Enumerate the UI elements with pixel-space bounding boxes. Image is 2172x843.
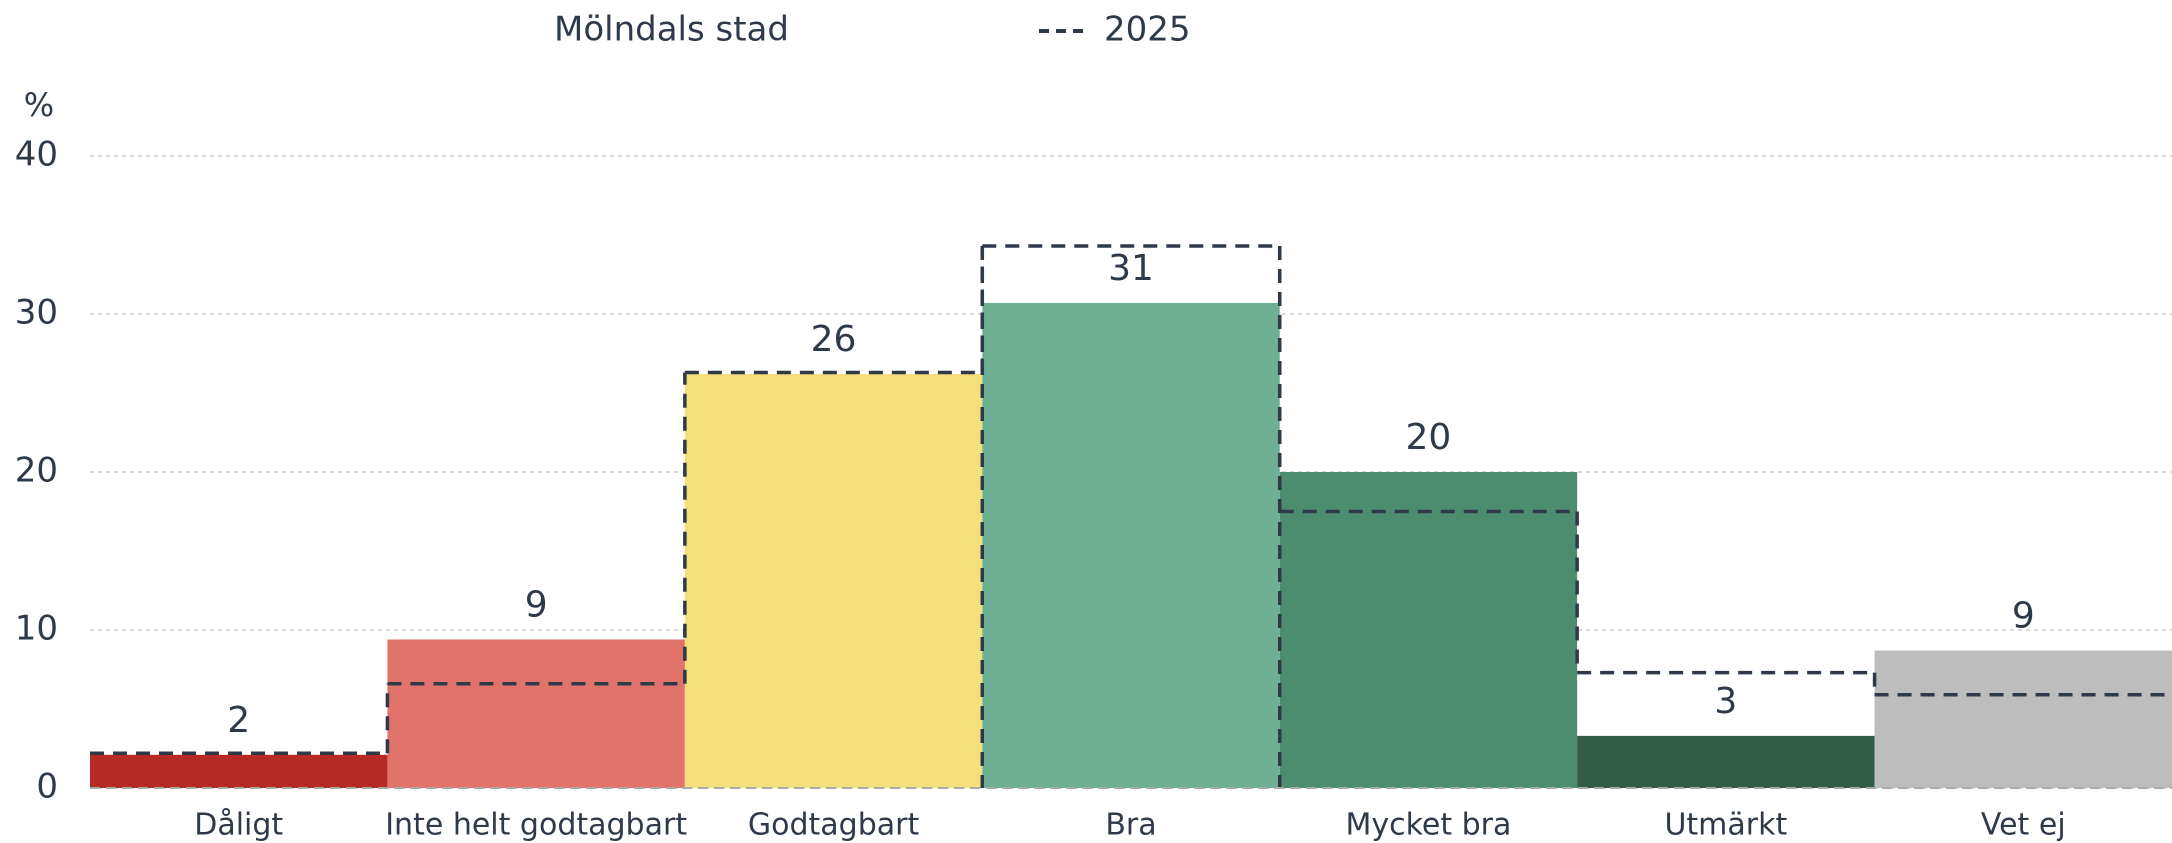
y-tick-label: 20: [15, 451, 58, 491]
x-tick-label: Dåligt: [194, 808, 283, 843]
value-label: 2: [227, 700, 250, 741]
bar: [387, 639, 685, 788]
value-label: 9: [2012, 596, 2035, 637]
bar: [982, 302, 1280, 788]
value-label: 20: [1406, 417, 1452, 458]
x-tick-label: Inte helt godtagbart: [385, 808, 687, 843]
y-axis-label: %: [24, 86, 54, 124]
value-label: 31: [1108, 248, 1154, 289]
legend-label: 2025: [1104, 10, 1191, 50]
bar: [684, 374, 983, 788]
y-tick-label: 30: [15, 293, 58, 333]
x-tick-label: Godtagbart: [748, 808, 920, 843]
bar: [1874, 650, 2172, 788]
value-label: 9: [525, 584, 548, 625]
y-tick-label: 10: [15, 609, 58, 649]
x-tick-label: Mycket bra: [1345, 808, 1511, 843]
value-label: 3: [1714, 681, 1737, 722]
y-tick-label: 0: [36, 767, 58, 807]
legend-label: Mölndals stad: [554, 10, 789, 50]
x-tick-label: Bra: [1105, 808, 1156, 843]
value-label: 26: [811, 319, 857, 360]
bar: [1279, 472, 1578, 788]
bar: [90, 754, 388, 788]
bar: [1577, 735, 1875, 788]
y-tick-label: 40: [15, 135, 58, 175]
x-tick-label: Vet ej: [1981, 808, 2066, 843]
x-tick-label: Utmärkt: [1664, 808, 1787, 843]
